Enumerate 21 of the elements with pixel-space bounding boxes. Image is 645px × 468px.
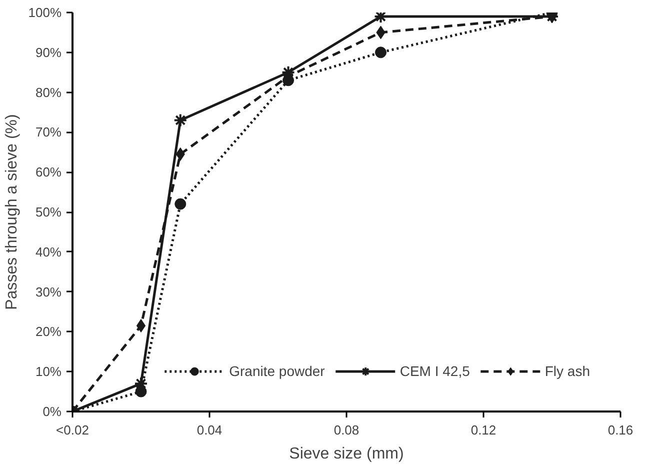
y-tick-label: 90%	[35, 44, 62, 60]
y-tick-label: 0%	[42, 404, 62, 419]
legend-label: CEM I 42,5	[400, 363, 470, 379]
y-tick-label: 60%	[35, 164, 62, 180]
x-tick-label: 0.04	[196, 422, 222, 438]
x-tick-label: 0.16	[608, 422, 634, 438]
y-tick-label: 100%	[28, 5, 62, 20]
x-tick-label: 0.12	[470, 422, 496, 438]
y-tick-label: 10%	[35, 364, 62, 380]
x-tick-label: 0.08	[334, 422, 360, 438]
y-tick-label: 40%	[35, 244, 62, 260]
y-tick-label: 50%	[35, 204, 62, 220]
y-tick-label: 30%	[35, 284, 62, 300]
x-tick-label: <0.02	[56, 422, 89, 438]
y-tick-label: 80%	[35, 84, 62, 100]
y-axis-title: Passes through a sieve (%)	[3, 114, 20, 310]
legend-label: Fly ash	[544, 363, 590, 379]
x-axis-title: Sieve size (mm)	[289, 446, 404, 462]
legend-label: Granite powder	[229, 363, 325, 379]
y-tick-label: 70%	[35, 124, 62, 140]
y-tick-label: 20%	[35, 324, 62, 340]
